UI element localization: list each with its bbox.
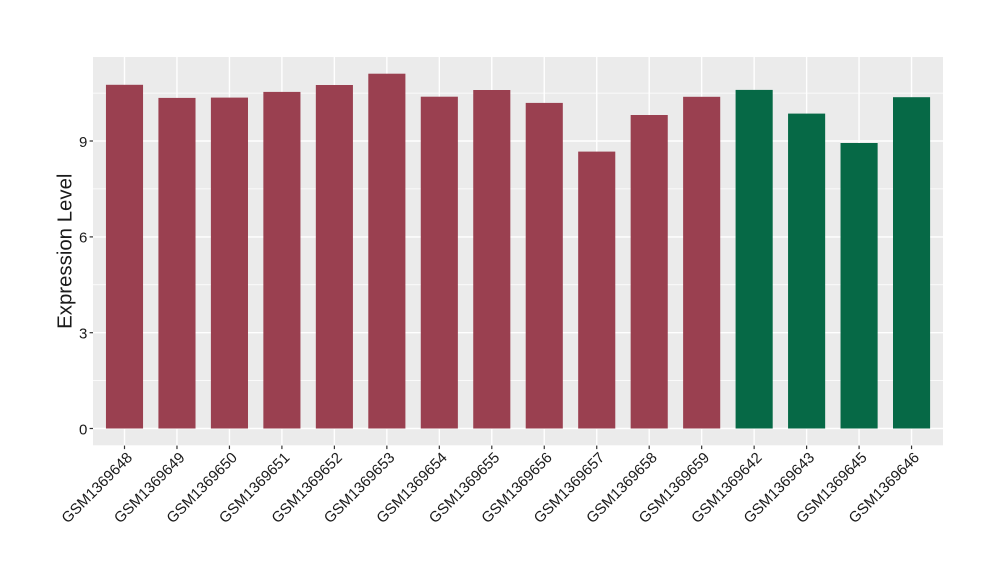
svg-text:6: 6 <box>79 230 87 247</box>
svg-text:3: 3 <box>79 326 87 343</box>
svg-text:9: 9 <box>79 134 87 151</box>
svg-text:0: 0 <box>79 421 87 438</box>
svg-text:Expression Level: Expression Level <box>55 174 77 329</box>
